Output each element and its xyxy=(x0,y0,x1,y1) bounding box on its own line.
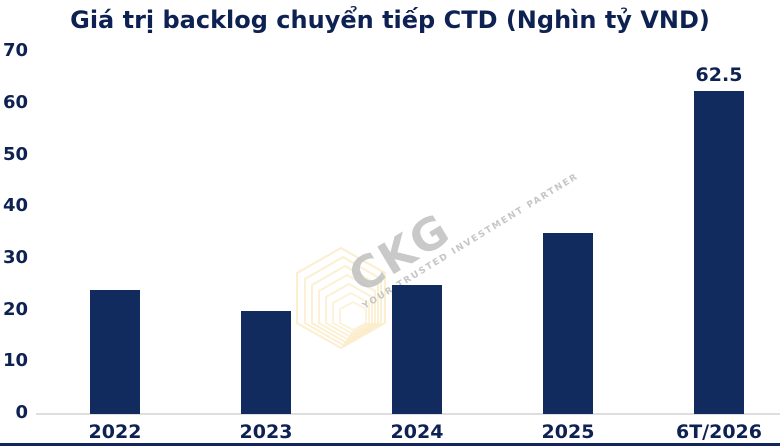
x-tick-label: 2023 xyxy=(239,421,293,443)
chart-title: Giá trị backlog chuyển tiếp CTD (Nghìn t… xyxy=(70,6,710,34)
bottom-border xyxy=(0,443,780,446)
bar-2024 xyxy=(392,284,442,414)
bar-value-label: 62.5 xyxy=(695,63,743,86)
y-tick-label: 60 xyxy=(2,91,28,113)
y-tick-label: 70 xyxy=(2,40,28,62)
y-tick-label: 50 xyxy=(2,143,28,165)
y-tick-label: 10 xyxy=(2,350,28,372)
y-tick-label: 30 xyxy=(2,246,28,268)
x-tick-label: 2024 xyxy=(390,421,444,443)
bar-2023 xyxy=(241,310,291,414)
x-axis-line xyxy=(36,413,780,415)
y-tick-label: 20 xyxy=(2,298,28,320)
x-tick-label: 6T/2026 xyxy=(675,421,762,443)
y-tick-label: 0 xyxy=(15,402,28,423)
bar-2025 xyxy=(543,233,593,414)
x-tick-label: 2022 xyxy=(88,421,142,443)
y-tick-label: 40 xyxy=(2,195,28,217)
bar-6T/2026 xyxy=(694,90,744,414)
hexagon-pattern-icon xyxy=(296,246,386,350)
x-tick-label: 2025 xyxy=(541,421,595,443)
bar-2022 xyxy=(90,289,140,414)
